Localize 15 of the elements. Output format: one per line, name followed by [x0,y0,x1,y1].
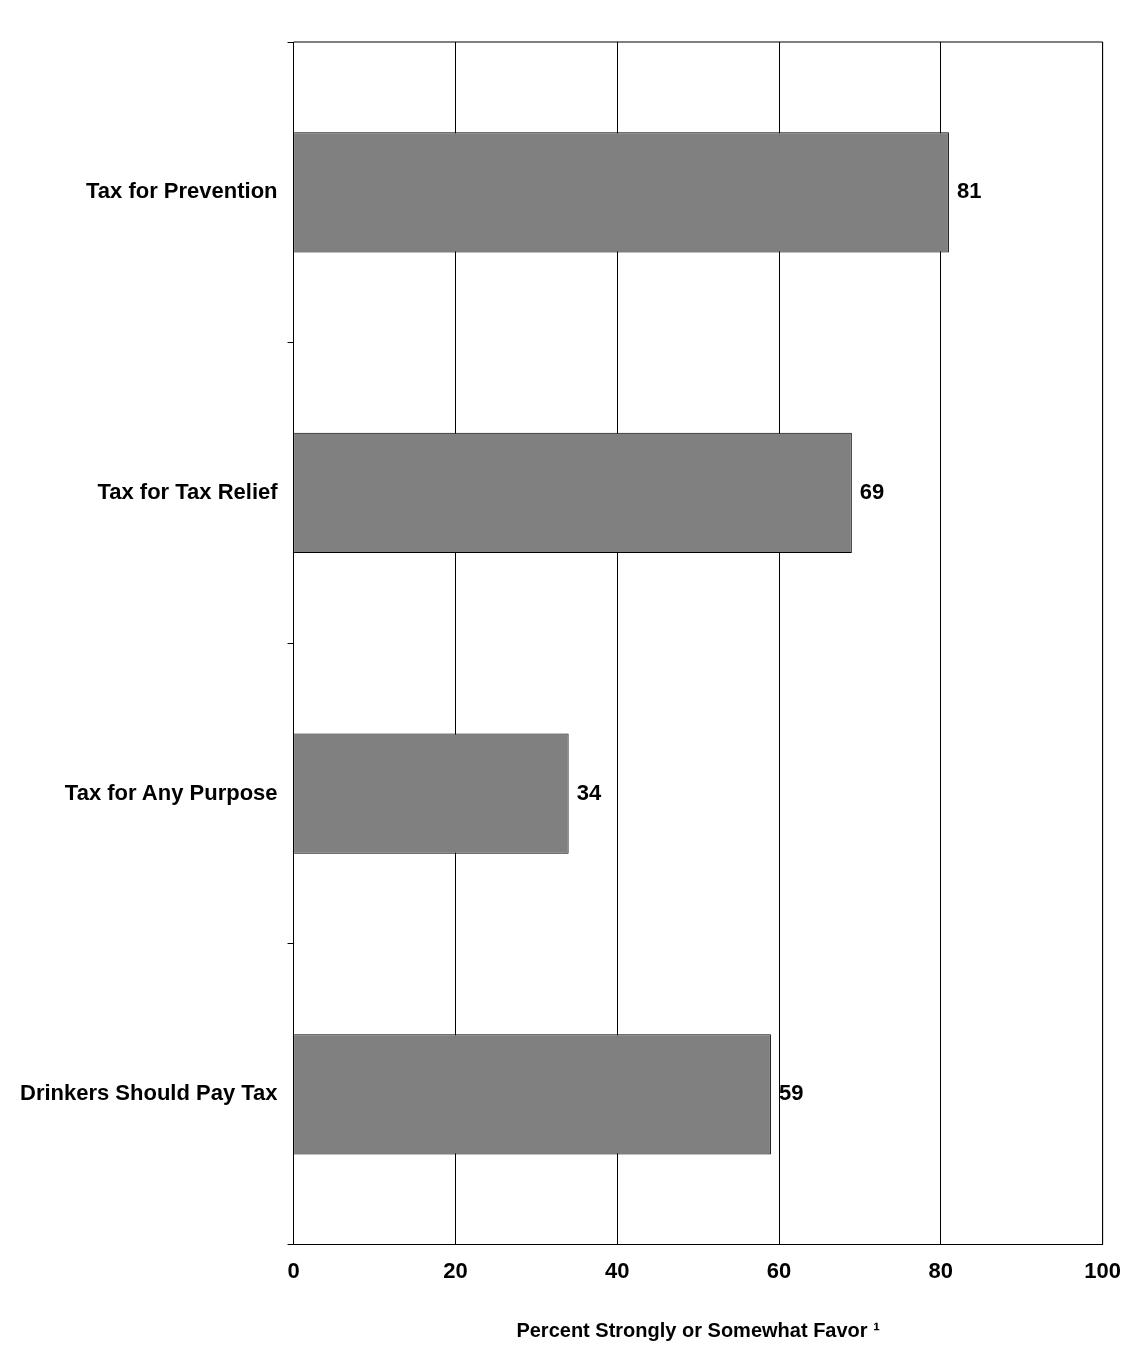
data-label: 81 [956,178,982,204]
x-tick-label: 0 [287,1257,300,1283]
y-tick-label: Tax for Prevention [86,178,278,204]
x-tick-label: 60 [766,1257,792,1283]
y-tick-label: Tax for Any Purpose [64,779,278,805]
data-label: 69 [859,479,885,505]
x-tick-label: 20 [443,1257,468,1283]
data-label: 59 [778,1080,804,1106]
x-tick-label: 100 [1084,1257,1122,1283]
x-tick-label: 40 [604,1257,630,1283]
x-axis-title: Percent Strongly or Somewhat Favor ¹ [516,1318,881,1341]
y-tick-label: Tax for Tax Relief [97,479,279,505]
data-label: 34 [576,779,602,805]
y-tick-label: Drinkers Should Pay Tax [19,1080,279,1106]
x-tick-label: 80 [928,1257,954,1283]
